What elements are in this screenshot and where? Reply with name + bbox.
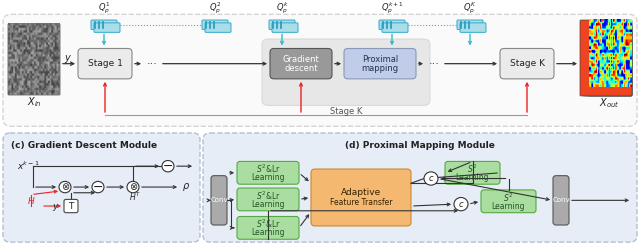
Text: Stage K: Stage K [509,59,545,68]
Text: T: T [68,202,74,211]
FancyBboxPatch shape [203,133,637,242]
FancyBboxPatch shape [500,49,554,79]
Text: (c) Gradient Descent Module: (c) Gradient Descent Module [11,141,157,150]
FancyBboxPatch shape [3,14,637,126]
Text: Gradient: Gradient [283,55,319,64]
FancyBboxPatch shape [269,20,295,30]
Text: $S^2$&Lr: $S^2$&Lr [256,218,280,230]
FancyBboxPatch shape [481,190,536,213]
FancyBboxPatch shape [64,199,78,213]
FancyBboxPatch shape [382,23,408,32]
Text: descent: descent [284,64,317,73]
Text: $\rho$: $\rho$ [182,181,190,193]
Text: Stage K: Stage K [330,107,362,116]
Circle shape [424,172,438,185]
FancyBboxPatch shape [583,23,632,96]
FancyBboxPatch shape [205,23,231,32]
Text: ···: ··· [147,59,157,69]
Text: $Q_p^K$: $Q_p^K$ [463,1,477,16]
Text: Learning: Learning [492,202,525,211]
FancyBboxPatch shape [94,23,120,32]
Text: −: − [163,160,173,173]
Text: $Q_p^{k+1}$: $Q_p^{k+1}$ [381,1,403,16]
Text: $S^2$&Lr: $S^2$&Lr [256,189,280,202]
Text: $S^2$: $S^2$ [467,163,477,175]
Text: mapping: mapping [362,64,399,73]
Text: c: c [459,200,463,209]
Text: Learning: Learning [252,228,285,237]
FancyBboxPatch shape [460,23,486,32]
Circle shape [59,181,71,193]
Text: Adaptive: Adaptive [341,188,381,197]
Text: Learning: Learning [456,173,489,182]
FancyBboxPatch shape [3,133,200,242]
FancyBboxPatch shape [262,39,430,105]
Text: $Q_p^1$: $Q_p^1$ [98,1,110,16]
Text: Stage 1: Stage 1 [88,59,122,68]
Text: Conv: Conv [210,197,228,203]
Text: $X_{in}$: $X_{in}$ [27,96,42,110]
FancyBboxPatch shape [344,49,416,79]
Text: $X_{out}$: $X_{out}$ [599,97,620,111]
FancyBboxPatch shape [78,49,132,79]
FancyBboxPatch shape [580,20,632,96]
FancyBboxPatch shape [237,188,299,211]
Text: ⊗: ⊗ [129,182,137,192]
Text: $Q_p^2$: $Q_p^2$ [209,1,221,16]
Text: c: c [429,174,433,183]
Text: Proximal: Proximal [362,55,398,64]
Text: ⊗: ⊗ [61,182,69,192]
FancyBboxPatch shape [211,176,227,225]
Circle shape [92,181,104,193]
Text: $H^T$: $H^T$ [129,190,141,203]
Text: $y$: $y$ [64,53,72,65]
Text: $x^{k-1}$: $x^{k-1}$ [17,160,40,172]
FancyBboxPatch shape [237,216,299,239]
Text: Learning: Learning [252,200,285,209]
FancyBboxPatch shape [553,176,569,225]
Text: −: − [93,181,103,193]
Circle shape [162,161,174,172]
Text: ···: ··· [429,59,440,69]
Text: $S^2$: $S^2$ [503,191,514,204]
Text: Learning: Learning [252,173,285,182]
FancyBboxPatch shape [379,20,405,30]
FancyBboxPatch shape [457,20,483,30]
Text: Feature Transfer: Feature Transfer [330,198,392,207]
FancyBboxPatch shape [586,26,632,96]
FancyBboxPatch shape [272,23,298,32]
Circle shape [454,197,468,211]
FancyBboxPatch shape [589,29,632,96]
Circle shape [127,181,139,193]
Text: (d) Proximal Mapping Module: (d) Proximal Mapping Module [345,141,495,150]
Text: $Q_p^k$: $Q_p^k$ [276,1,289,16]
FancyBboxPatch shape [445,162,500,184]
Text: $H$: $H$ [27,195,35,206]
Text: $S^2$&Lr: $S^2$&Lr [256,163,280,175]
FancyBboxPatch shape [202,20,228,30]
Text: $y$: $y$ [52,203,60,214]
FancyBboxPatch shape [91,20,117,30]
FancyBboxPatch shape [270,49,332,79]
Text: Conv: Conv [552,197,570,203]
FancyBboxPatch shape [311,169,411,226]
FancyBboxPatch shape [237,162,299,184]
